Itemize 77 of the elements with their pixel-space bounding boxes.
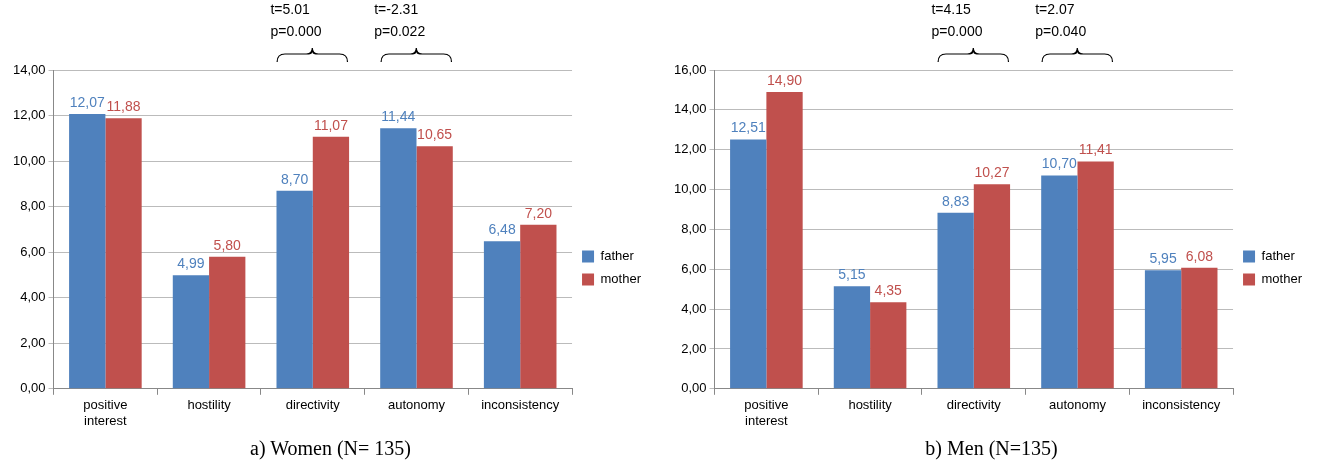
text: t=5.01 p=0.000	[270, 0, 322, 41]
x-tick-label: directivity	[285, 397, 341, 413]
bar	[380, 128, 417, 389]
y-tick-label: 6,00	[681, 260, 707, 276]
bar	[1077, 161, 1114, 389]
data-label: 12,51	[730, 119, 766, 136]
bar	[833, 286, 871, 389]
bar	[973, 184, 1011, 389]
data-label: 7,20	[524, 204, 553, 221]
y-tick-label: 12,00	[12, 107, 46, 123]
legend-label: mother	[600, 271, 642, 287]
bar	[1041, 175, 1078, 389]
y-tick-label: 4,00	[681, 300, 707, 316]
text: a) Women (N= 135)	[250, 437, 411, 461]
x-tick-label: hostility	[848, 397, 893, 413]
x-tick-label: positive interest	[744, 397, 789, 428]
y-tick-label: 4,00	[20, 289, 46, 305]
bar	[1181, 267, 1218, 389]
bar	[312, 136, 350, 389]
bar	[937, 212, 974, 389]
y-tick-label: 10,00	[12, 152, 46, 168]
legend-label: father	[600, 248, 635, 264]
data-label: 14,90	[767, 71, 803, 88]
bar	[766, 91, 803, 389]
x-tick-label: autonomy	[1048, 397, 1107, 413]
y-tick-label: 10,00	[673, 181, 707, 197]
bar	[870, 302, 907, 389]
y-tick-label: 14,00	[673, 101, 707, 117]
y-tick-label: 2,00	[681, 340, 707, 356]
data-label: 10,70	[1041, 155, 1078, 172]
text: t=4.15 p=0.000	[931, 0, 983, 41]
data-label: 5,80	[213, 236, 242, 253]
bar	[209, 256, 246, 389]
legend-label: mother	[1261, 271, 1303, 287]
data-label: 10,65	[417, 126, 453, 143]
data-label: 12,07	[69, 93, 105, 110]
data-label: 11,88	[106, 98, 141, 115]
data-label: 11,07	[313, 116, 349, 133]
bar	[416, 146, 453, 389]
data-label: 6,48	[488, 221, 516, 238]
text: t=-2.31 p=0.022	[374, 0, 426, 41]
bar	[105, 118, 142, 389]
data-label: 11,41	[1078, 141, 1113, 158]
x-tick-label: inconsistency	[1142, 397, 1221, 413]
y-tick-label: 12,00	[673, 141, 707, 157]
y-tick-label: 16,00	[673, 61, 707, 77]
data-label: 10,27	[974, 164, 1010, 181]
y-tick-label: 8,00	[20, 198, 46, 214]
x-tick-label: directivity	[946, 397, 1002, 413]
text: b) Men (N=135)	[925, 437, 1058, 461]
data-label: 4,99	[177, 255, 205, 272]
data-label: 8,70	[281, 170, 309, 187]
bar	[483, 241, 521, 389]
data-label: 5,95	[1149, 250, 1177, 267]
bar	[172, 275, 210, 389]
bar	[1144, 270, 1182, 389]
bar	[730, 139, 767, 389]
data-label: 4,35	[874, 281, 903, 298]
y-tick-label: 14,00	[12, 61, 46, 77]
data-label: 8,83	[942, 192, 970, 209]
data-label: 6,08	[1185, 247, 1214, 264]
text: t=2.07 p=0.040	[1035, 0, 1087, 41]
x-tick-label: inconsistency	[481, 397, 560, 413]
bar	[520, 224, 557, 389]
data-label: 11,44	[381, 108, 416, 125]
x-tick-label: hostility	[187, 397, 232, 413]
y-tick-label: 0,00	[20, 380, 46, 396]
x-tick-label: positive interest	[83, 397, 128, 428]
x-tick-label: autonomy	[387, 397, 446, 413]
y-tick-label: 0,00	[681, 380, 707, 396]
data-label: 5,15	[838, 266, 866, 283]
y-tick-label: 6,00	[20, 243, 46, 259]
y-tick-label: 8,00	[681, 220, 707, 236]
legend-label: father	[1261, 248, 1296, 264]
bar	[69, 113, 106, 389]
bar	[276, 190, 313, 389]
y-tick-label: 2,00	[20, 334, 46, 350]
